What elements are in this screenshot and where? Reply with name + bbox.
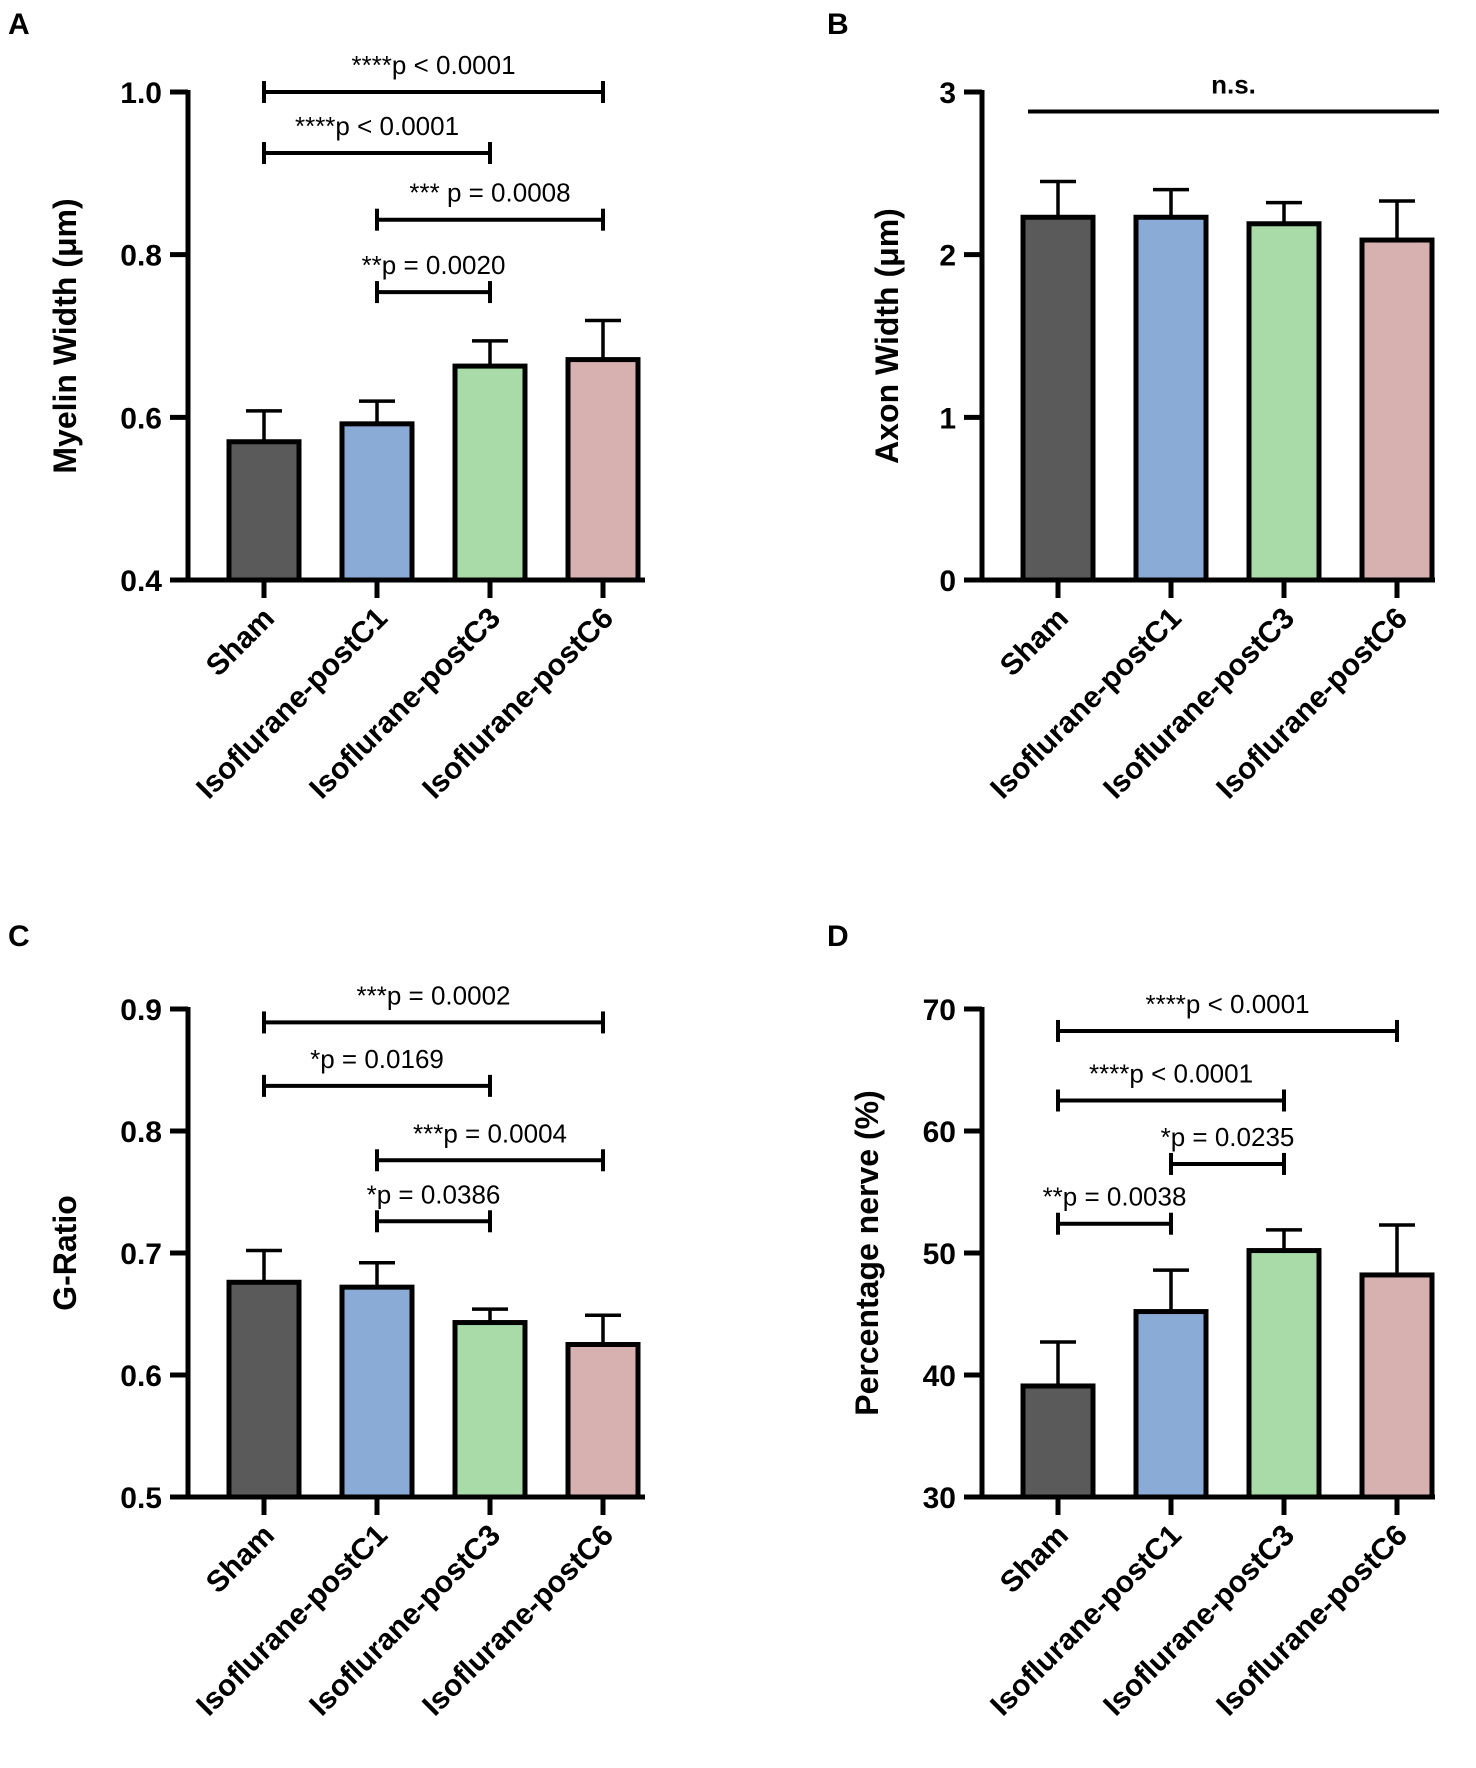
category-label: Isoflurane-postC3 xyxy=(303,602,507,806)
bar-2 xyxy=(452,1320,528,1500)
y-tick-label: 0.4 xyxy=(120,565,162,598)
significance-label: *** p = 0.0008 xyxy=(409,178,570,208)
y-tick-label: 60 xyxy=(923,1116,956,1149)
y-tick-label: 70 xyxy=(923,994,956,1027)
category-label: Sham xyxy=(994,1519,1075,1600)
category-label: Isoflurane-postC1 xyxy=(984,1519,1188,1723)
bar-3 xyxy=(1359,1272,1435,1500)
y-axis-title: Axon Width (μm) xyxy=(869,208,905,464)
y-tick-label: 50 xyxy=(923,1238,956,1271)
bar-0 xyxy=(1020,214,1096,583)
significance-label: ****p < 0.0001 xyxy=(351,50,515,80)
y-tick-label: 3 xyxy=(939,77,956,110)
panel-c-letter: C xyxy=(8,920,30,953)
y-tick-label: 0.7 xyxy=(120,1238,162,1271)
significance-label: ****p < 0.0001 xyxy=(295,111,459,141)
bar-1 xyxy=(339,1284,415,1500)
significance-label: n.s. xyxy=(1211,70,1256,100)
bar-1 xyxy=(1133,214,1209,583)
category-label: Isoflurane-postC6 xyxy=(1210,1519,1414,1723)
bar-0 xyxy=(226,439,302,583)
bar-2 xyxy=(1246,221,1322,583)
y-axis-title: Percentage nerve (%) xyxy=(849,1090,885,1415)
bar-0 xyxy=(1020,1383,1096,1500)
y-tick-label: 0.9 xyxy=(120,994,162,1027)
y-tick-label: 0.6 xyxy=(120,402,162,435)
significance-label: ****p < 0.0001 xyxy=(1145,989,1309,1019)
panel-b-letter: B xyxy=(827,8,849,41)
chart-panel-b: 0 1 2 3 Axon Width (μm) ShamIsoflurane-postC1… xyxy=(869,70,1439,806)
y-axis-title: G-Ratio xyxy=(47,1195,83,1311)
bar-1 xyxy=(1133,1309,1209,1500)
category-label: Isoflurane-postC6 xyxy=(416,1519,620,1723)
y-tick-label: 1 xyxy=(939,402,956,435)
significance-label: **p = 0.0038 xyxy=(1043,1182,1187,1212)
bar-2 xyxy=(1246,1248,1322,1500)
bar-3 xyxy=(1359,237,1435,583)
category-label: Isoflurane-postC1 xyxy=(190,602,394,806)
panel-d-letter: D xyxy=(827,920,849,953)
category-label: Isoflurane-postC1 xyxy=(190,1519,394,1723)
y-tick-label: 30 xyxy=(923,1482,956,1515)
y-axis-title: Myelin Width (μm) xyxy=(47,198,83,473)
y-tick-label: 0.8 xyxy=(120,1116,162,1149)
y-tick-label: 0.5 xyxy=(120,1482,162,1515)
category-label: Sham xyxy=(200,1519,281,1600)
bar-0 xyxy=(226,1279,302,1500)
bar-1 xyxy=(339,421,415,583)
bar-2 xyxy=(452,363,528,583)
bar-3 xyxy=(565,1342,641,1500)
y-tick-label: 0 xyxy=(939,565,956,598)
category-label: Isoflurane-postC6 xyxy=(416,602,620,806)
significance-label: *p = 0.0386 xyxy=(367,1179,501,1209)
significance-label: *p = 0.0235 xyxy=(1161,1122,1295,1152)
chart-panel-c: 0.50.60.70.80.9G-RatioShamIsoflurane-pos… xyxy=(47,980,645,1722)
category-label: Isoflurane-postC3 xyxy=(1097,602,1301,806)
category-label: Isoflurane-postC3 xyxy=(303,1519,507,1723)
significance-label: ***p = 0.0002 xyxy=(357,980,511,1010)
bar-3 xyxy=(565,357,641,583)
significance-label: *p = 0.0169 xyxy=(310,1044,444,1074)
y-tick-label: 2 xyxy=(939,240,956,273)
significance-label: ****p < 0.0001 xyxy=(1089,1059,1253,1089)
category-label: Sham xyxy=(994,602,1075,683)
category-label: Sham xyxy=(200,602,281,683)
significance-label: **p = 0.0020 xyxy=(362,250,506,280)
panel-a-letter: A xyxy=(8,8,30,41)
category-label: Isoflurane-postC3 xyxy=(1097,1519,1301,1723)
significance-label: ***p = 0.0004 xyxy=(413,1118,567,1148)
y-tick-label: 40 xyxy=(923,1360,956,1393)
category-label: Isoflurane-postC6 xyxy=(1210,602,1414,806)
category-label: Isoflurane-postC1 xyxy=(984,602,1188,806)
y-tick-label: 1.0 xyxy=(120,77,162,110)
y-tick-label: 0.6 xyxy=(120,1360,162,1393)
y-tick-label: 0.8 xyxy=(120,240,162,273)
